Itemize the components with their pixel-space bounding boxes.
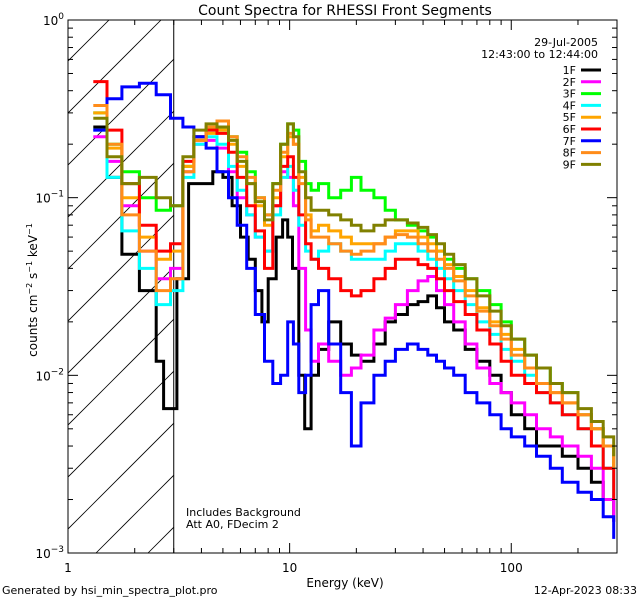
footer-timestamp: 12-Apr-2023 08:33 (534, 584, 637, 597)
legend-label-9F: 9F (563, 158, 576, 171)
y-tick-label: 100 (43, 12, 64, 28)
legend-label-3F: 3F (563, 88, 576, 101)
note-background: Includes Background (186, 506, 301, 519)
series-9F-line (93, 116, 616, 457)
x-tick-label: 10 (282, 561, 297, 575)
time-range-label: 12:43:00 to 12:44:00 (481, 48, 598, 61)
legend-label-7F: 7F (563, 135, 576, 148)
hatch-line (616, 0, 640, 553)
hatch-line (408, 0, 640, 553)
series-group (93, 80, 616, 539)
hatch-line (68, 20, 110, 62)
hatch-line (68, 20, 162, 114)
hatch-line (0, 0, 20, 553)
legend-label-2F: 2F (563, 76, 576, 89)
x-axis-label: Energy (keV) (306, 576, 383, 590)
legend-label-4F: 4F (563, 99, 576, 112)
y-axis-label: counts cm−2 s−1 keV−1 (25, 223, 40, 357)
legend-label-1F: 1F (563, 64, 576, 77)
date-label: 29-Jul-2005 (534, 36, 598, 49)
y-tick-label: 10−2 (35, 367, 64, 383)
legend-label-8F: 8F (563, 147, 576, 160)
chart-title: Count Spectra for RHESSI Front Segments (198, 3, 492, 19)
x-tick-label: 100 (500, 561, 523, 575)
y-tick-label: 10−1 (35, 190, 64, 206)
hatch-line (68, 370, 174, 478)
x-tick-label: 1 (64, 561, 72, 575)
series-7F-line (93, 81, 616, 539)
hatch-line (68, 422, 174, 530)
hatch-line (68, 162, 174, 270)
hatch-line (68, 214, 174, 322)
plot-frame (67, 19, 618, 554)
axis-ticks (67, 19, 618, 554)
x-tick-labels: 1 10 100 (64, 561, 523, 575)
legend-label-5F: 5F (563, 111, 576, 124)
legend-label-6F: 6F (563, 123, 576, 136)
footer-generated-by: Generated by hsi_min_spectra_plot.pro (2, 584, 218, 597)
y-tick-label: 10−3 (35, 545, 64, 561)
y-tick-labels: 100 10−1 10−2 10−3 (35, 12, 64, 561)
hatch-line (512, 0, 640, 553)
hatch-line (95, 474, 174, 553)
note-attenuator: Att A0, FDecim 2 (186, 518, 279, 531)
